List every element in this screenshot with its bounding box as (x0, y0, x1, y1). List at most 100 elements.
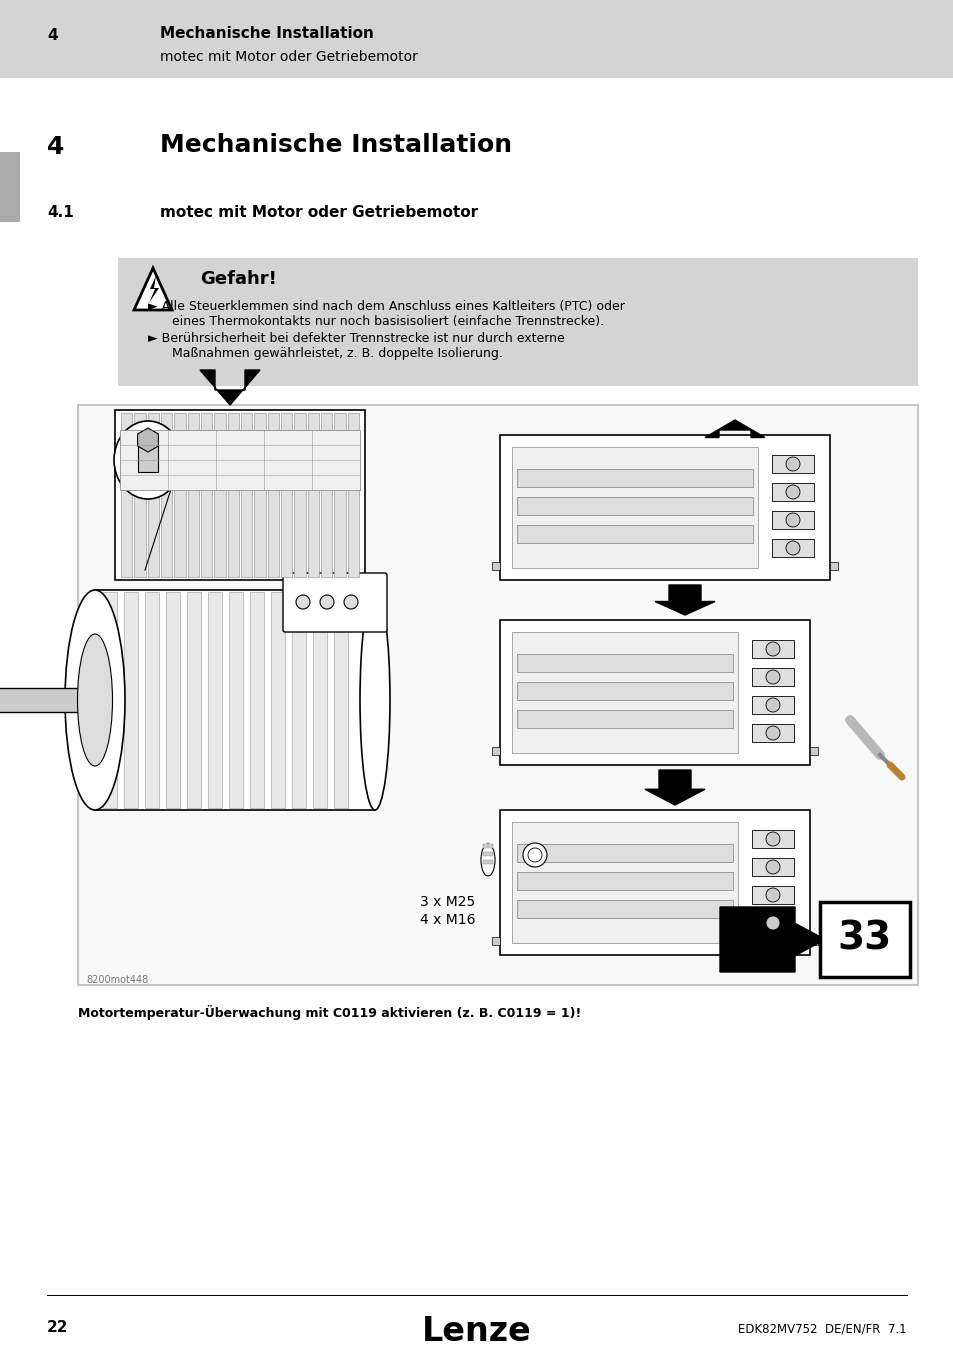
Text: 8200mot448: 8200mot448 (86, 975, 148, 985)
Text: Mechanische Installation: Mechanische Installation (160, 134, 512, 157)
Bar (751, 668, 793, 686)
Text: eines Thermokontakts nur noch basisisoliert (einfache Trennstrecke).: eines Thermokontakts nur noch basisisoli… (160, 315, 603, 328)
Bar (517, 653, 732, 672)
Bar (517, 710, 732, 728)
Bar (134, 413, 146, 576)
Bar (771, 455, 813, 472)
Bar (120, 431, 359, 490)
Bar (517, 900, 732, 918)
Polygon shape (655, 585, 714, 616)
Bar (347, 413, 358, 576)
Bar (512, 632, 738, 753)
Bar (174, 413, 186, 576)
Bar (148, 413, 159, 576)
Bar (751, 640, 793, 657)
Circle shape (765, 643, 780, 656)
Bar (208, 593, 222, 809)
Bar (0, 0, 953, 78)
Bar (0, 688, 95, 711)
Bar (517, 497, 752, 514)
Circle shape (319, 595, 334, 609)
Bar (517, 844, 732, 863)
Text: ► Alle Steuerklemmen sind nach dem Anschluss eines Kaltleiters (PTC) oder: ► Alle Steuerklemmen sind nach dem Ansch… (148, 300, 624, 313)
Bar (271, 593, 285, 809)
Bar (482, 860, 493, 864)
Bar (492, 937, 499, 945)
Text: ► Berührsicherheit bei defekter Trennstrecke ist nur durch externe: ► Berührsicherheit bei defekter Trennstr… (148, 332, 564, 346)
Bar (115, 410, 365, 580)
Polygon shape (149, 275, 159, 302)
Bar (499, 810, 809, 954)
Text: 4: 4 (47, 28, 57, 43)
Bar (809, 937, 817, 945)
Bar (118, 258, 917, 386)
Bar (229, 593, 243, 809)
Text: Gefahr!: Gefahr! (200, 270, 276, 288)
Text: Lenze: Lenze (421, 1315, 532, 1349)
Bar (492, 562, 499, 570)
Bar (517, 525, 752, 543)
Circle shape (522, 842, 546, 867)
Circle shape (785, 458, 800, 471)
Bar (499, 435, 829, 580)
Bar (829, 562, 837, 570)
Bar (250, 593, 264, 809)
Bar (820, 902, 909, 977)
Text: 4.1: 4.1 (47, 205, 73, 220)
Bar (517, 682, 732, 701)
Bar (95, 590, 375, 810)
Bar (294, 413, 305, 576)
Bar (187, 593, 201, 809)
Bar (103, 593, 117, 809)
Bar (751, 830, 793, 848)
Ellipse shape (359, 590, 390, 810)
Circle shape (765, 888, 780, 902)
Text: EDK82MV752  DE/EN/FR  7.1: EDK82MV752 DE/EN/FR 7.1 (738, 1323, 906, 1336)
Bar (751, 697, 793, 714)
Bar (228, 413, 239, 576)
Bar (482, 852, 493, 856)
Bar (313, 593, 327, 809)
Polygon shape (133, 269, 172, 311)
Bar (241, 413, 253, 576)
Circle shape (785, 485, 800, 500)
Bar (268, 413, 278, 576)
Circle shape (344, 595, 357, 609)
Bar (512, 447, 758, 568)
Text: motec mit Motor oder Getriebemotor: motec mit Motor oder Getriebemotor (160, 205, 477, 220)
Circle shape (527, 848, 541, 863)
Bar (188, 413, 199, 576)
Text: 4 x M16: 4 x M16 (419, 913, 475, 927)
Polygon shape (200, 370, 260, 405)
Polygon shape (644, 769, 704, 805)
Bar (499, 620, 809, 765)
Bar (214, 413, 226, 576)
Bar (771, 483, 813, 501)
Ellipse shape (65, 590, 125, 810)
Text: 4: 4 (47, 135, 64, 159)
Bar (751, 886, 793, 904)
Circle shape (765, 670, 780, 684)
Bar (0, 153, 20, 221)
Bar (320, 413, 332, 576)
Bar (145, 593, 159, 809)
Ellipse shape (113, 421, 182, 500)
Circle shape (765, 698, 780, 711)
Text: Motortemperatur-Überwachung mit C0119 aktivieren (z. B. C0119 = 1)!: Motortemperatur-Überwachung mit C0119 ak… (78, 1004, 580, 1021)
Polygon shape (704, 420, 764, 437)
Circle shape (765, 860, 780, 873)
FancyBboxPatch shape (283, 572, 387, 632)
Bar (334, 593, 348, 809)
Ellipse shape (77, 634, 112, 765)
Bar (751, 914, 793, 931)
Bar (201, 413, 213, 576)
Bar (166, 593, 180, 809)
Bar (308, 413, 318, 576)
Text: 3 x M25: 3 x M25 (419, 895, 475, 909)
Circle shape (765, 917, 780, 930)
Bar (809, 747, 817, 755)
Bar (254, 413, 265, 576)
Bar (517, 468, 752, 487)
Circle shape (295, 595, 310, 609)
Text: Mechanische Installation: Mechanische Installation (160, 26, 374, 40)
